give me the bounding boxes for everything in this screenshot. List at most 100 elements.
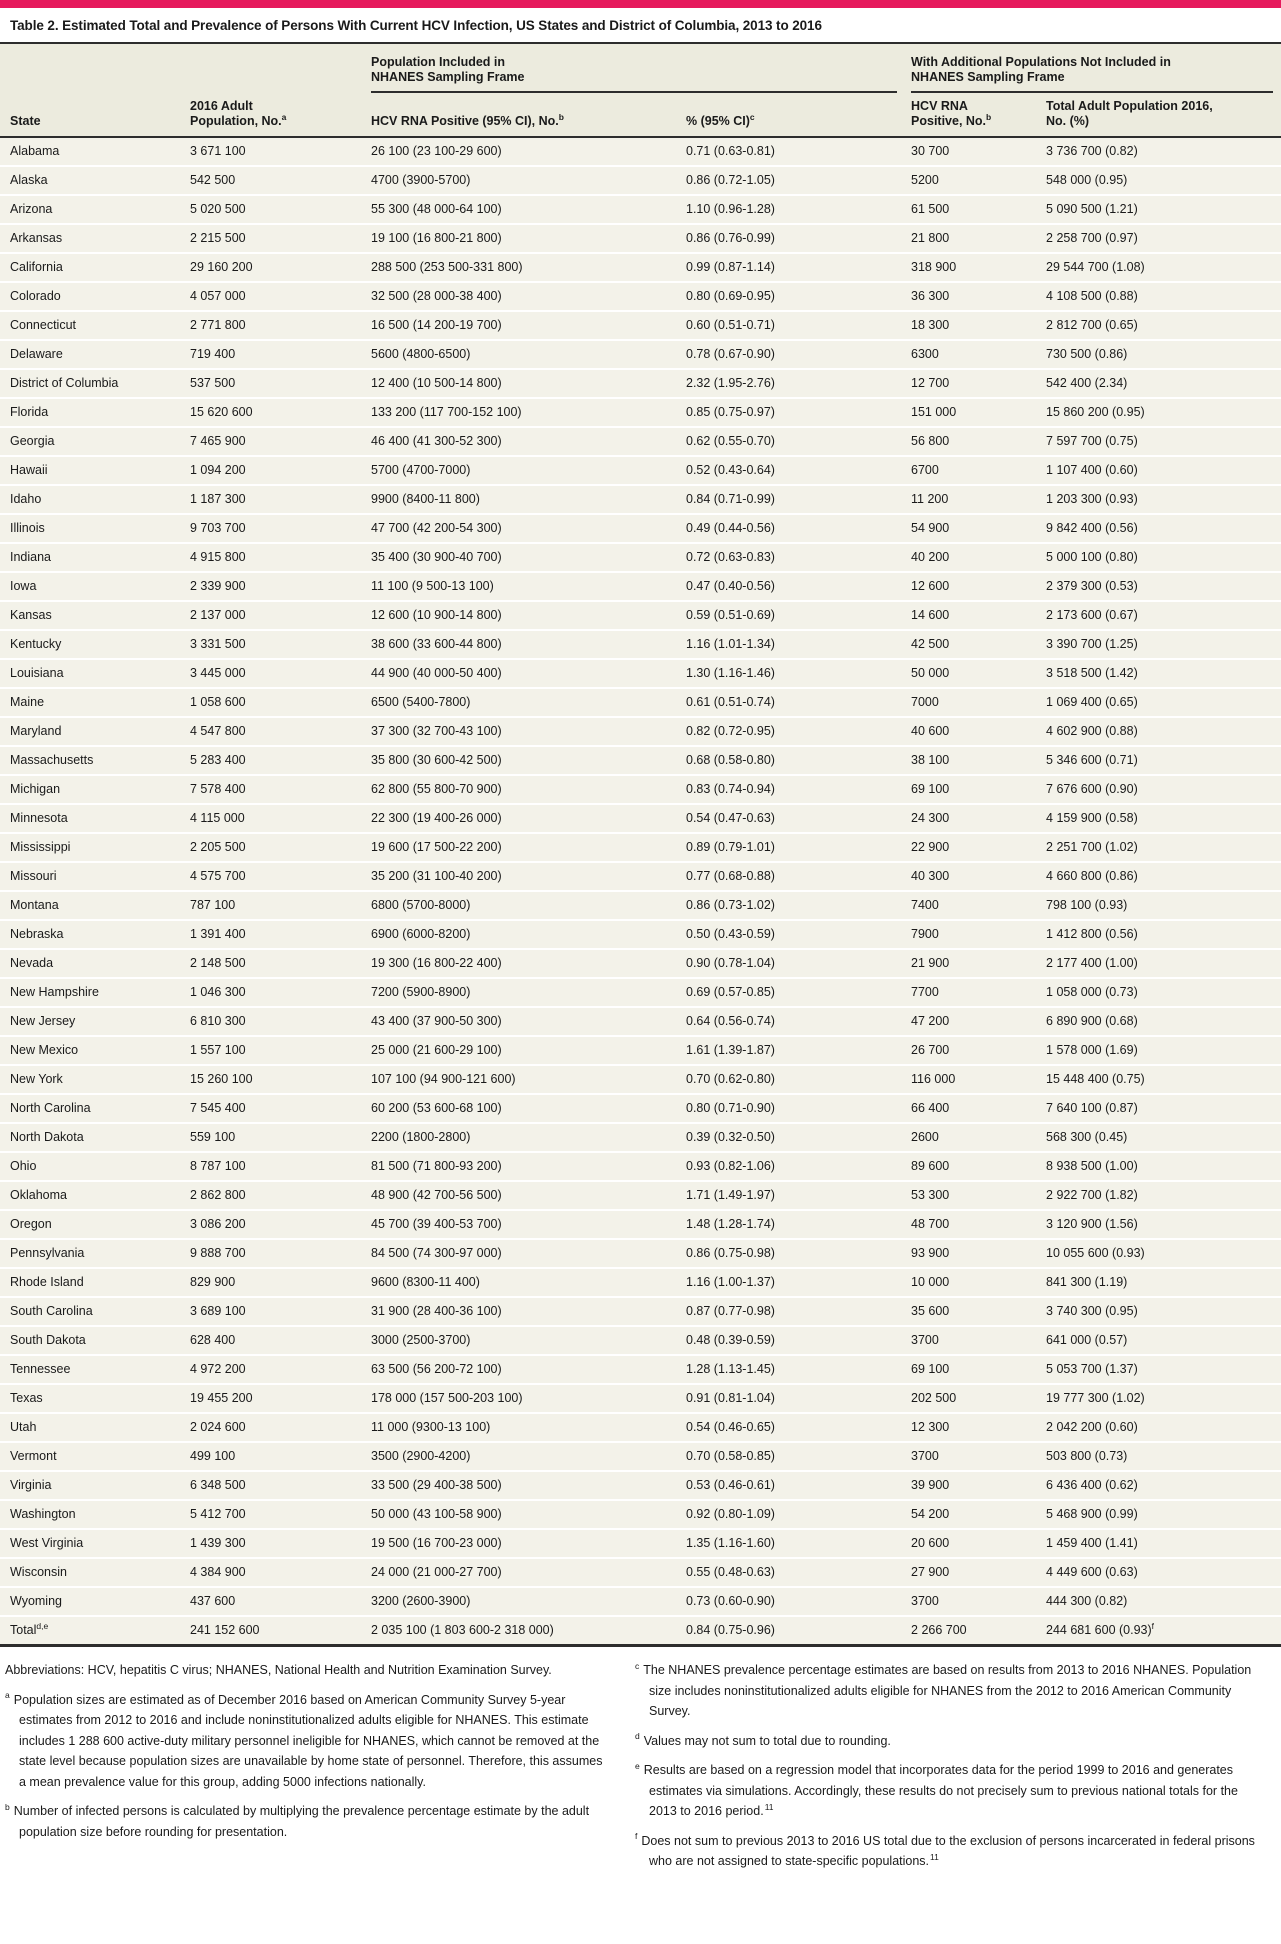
state-cell: North Carolina — [0, 1094, 190, 1124]
table-row: Delaware 719 400 5600 (4800-6500) 0.78 (0.6… — [0, 340, 1281, 370]
table-row: Virginia 6 348 500 33 500 (29 400-38 500) 0… — [0, 1471, 1281, 1501]
value-cell: 16 500 (14 200-19 700) — [371, 311, 686, 341]
value-cell: 537 500 — [190, 369, 371, 399]
value-cell: 0.86 (0.75-0.98) — [686, 1239, 912, 1269]
table-row: New Mexico 1 557 100 25 000 (21 600-29 100… — [0, 1036, 1281, 1066]
value-cell: 6 348 500 — [190, 1471, 371, 1501]
table-row: North Dakota 559 100 2200 (1800-2800) 0.39 … — [0, 1123, 1281, 1153]
value-cell: 444 300 (0.82) — [1046, 1587, 1281, 1617]
value-cell: 47 200 — [911, 1007, 1047, 1037]
value-cell: 4 159 900 (0.58) — [1046, 804, 1281, 834]
value-cell: 3 740 300 (0.95) — [1046, 1297, 1281, 1327]
value-cell: 31 900 (28 400-36 100) — [371, 1297, 686, 1327]
value-cell: 36 300 — [911, 282, 1047, 312]
value-cell: 2 148 500 — [190, 949, 371, 979]
value-cell: 66 400 — [911, 1094, 1047, 1124]
value-cell: 19 500 (16 700-23 000) — [371, 1529, 686, 1559]
table-row: North Carolina 7 545 400 60 200 (53 600-68… — [0, 1094, 1281, 1124]
total-label-cell: Totald,e — [0, 1616, 190, 1647]
value-cell: 244 681 600 (0.93)f — [1046, 1616, 1281, 1647]
value-cell: 4 602 900 (0.88) — [1046, 717, 1281, 747]
value-cell: 93 900 — [911, 1239, 1047, 1269]
value-cell: 318 900 — [911, 253, 1047, 283]
table-row: Kentucky 3 331 500 38 600 (33 600-44 800) 1… — [0, 630, 1281, 660]
state-cell: North Dakota — [0, 1123, 190, 1153]
value-cell: 0.82 (0.72-0.95) — [686, 717, 912, 747]
value-cell: 0.99 (0.87-1.14) — [686, 253, 912, 283]
value-cell: 559 100 — [190, 1123, 371, 1153]
value-cell: 0.87 (0.77-0.98) — [686, 1297, 912, 1327]
value-cell: 1 046 300 — [190, 978, 371, 1008]
table-row: Oregon 3 086 200 45 700 (39 400-53 700) 1.4… — [0, 1210, 1281, 1240]
value-cell: 798 100 (0.93) — [1046, 891, 1281, 921]
value-cell: 2 251 700 (1.02) — [1046, 833, 1281, 863]
value-cell: 1.10 (0.96-1.28) — [686, 195, 912, 225]
value-cell: 2 339 900 — [190, 572, 371, 602]
table-row: Maine 1 058 600 6500 (5400-7800) 0.61 (0.51… — [0, 688, 1281, 718]
value-cell: 35 600 — [911, 1297, 1047, 1327]
value-cell: 1.16 (1.01-1.34) — [686, 630, 912, 660]
table-row: Florida 15 620 600 133 200 (117 700-152 10… — [0, 398, 1281, 428]
value-cell: 1 459 400 (1.41) — [1046, 1529, 1281, 1559]
table-row: Iowa 2 339 900 11 100 (9 500-13 100) 0.47 (… — [0, 572, 1281, 602]
value-cell: 19 100 (16 800-21 800) — [371, 224, 686, 254]
value-cell: 32 500 (28 000-38 400) — [371, 282, 686, 312]
state-cell: West Virginia — [0, 1529, 190, 1559]
value-cell: 29 160 200 — [190, 253, 371, 283]
value-cell: 11 000 (9300-13 100) — [371, 1413, 686, 1443]
value-cell: 6300 — [911, 340, 1047, 370]
value-cell: 19 300 (16 800-22 400) — [371, 949, 686, 979]
value-cell: 61 500 — [911, 195, 1047, 225]
value-cell: 1 203 300 (0.93) — [1046, 485, 1281, 515]
table-row: Louisiana 3 445 000 44 900 (40 000-50 400)… — [0, 659, 1281, 689]
value-cell: 19 600 (17 500-22 200) — [371, 833, 686, 863]
value-cell: 0.92 (0.80-1.09) — [686, 1500, 912, 1530]
table-row: Oklahoma 2 862 800 48 900 (42 700-56 500) 1… — [0, 1181, 1281, 1211]
value-cell: 0.50 (0.43-0.59) — [686, 920, 912, 950]
value-cell: 0.49 (0.44-0.56) — [686, 514, 912, 544]
column-header-2016-adult-population: 2016 Adult Population, No.a — [190, 93, 371, 138]
table-row: Alaska 542 500 4700 (3900-5700) 0.86 (0.72-… — [0, 166, 1281, 196]
table-row: Washington 5 412 700 50 000 (43 100-58 900… — [0, 1500, 1281, 1530]
value-cell: 7700 — [911, 978, 1047, 1008]
value-cell: 81 500 (71 800-93 200) — [371, 1152, 686, 1182]
value-cell: 24 000 (21 000-27 700) — [371, 1558, 686, 1588]
value-cell: 0.72 (0.63-0.83) — [686, 543, 912, 573]
table-row: Ohio 8 787 100 81 500 (71 800-93 200) 0.93 … — [0, 1152, 1281, 1182]
value-cell: 55 300 (48 000-64 100) — [371, 195, 686, 225]
value-cell: 7900 — [911, 920, 1047, 950]
footnotes-right-column: c The NHANES prevalence percentage estima… — [635, 1660, 1268, 1881]
value-cell: 9 888 700 — [190, 1239, 371, 1269]
state-cell: Vermont — [0, 1442, 190, 1472]
table-row: Indiana 4 915 800 35 400 (30 900-40 700) 0.… — [0, 543, 1281, 573]
value-cell: 62 800 (55 800-70 900) — [371, 775, 686, 805]
value-cell: 35 800 (30 600-42 500) — [371, 746, 686, 776]
state-cell: Nebraska — [0, 920, 190, 950]
value-cell: 5600 (4800-6500) — [371, 340, 686, 370]
value-cell: 1.16 (1.00-1.37) — [686, 1268, 912, 1298]
value-cell: 5 020 500 — [190, 195, 371, 225]
value-cell: 0.55 (0.48-0.63) — [686, 1558, 912, 1588]
value-cell: 2600 — [911, 1123, 1047, 1153]
brand-bar — [0, 0, 1281, 8]
value-cell: 63 500 (56 200-72 100) — [371, 1355, 686, 1385]
value-cell: 10 055 600 (0.93) — [1046, 1239, 1281, 1269]
value-cell: 4 575 700 — [190, 862, 371, 892]
table-row: Texas 19 455 200 178 000 (157 500-203 100)… — [0, 1384, 1281, 1414]
value-cell: 38 600 (33 600-44 800) — [371, 630, 686, 660]
value-cell: 2 379 300 (0.53) — [1046, 572, 1281, 602]
value-cell: 29 544 700 (1.08) — [1046, 253, 1281, 283]
data-table: Population Included in NHANES Sampling Fr… — [0, 44, 1281, 1647]
value-cell: 0.48 (0.39-0.59) — [686, 1326, 912, 1356]
value-cell: 40 600 — [911, 717, 1047, 747]
state-cell: Maine — [0, 688, 190, 718]
value-cell: 503 800 (0.73) — [1046, 1442, 1281, 1472]
state-cell: Mississippi — [0, 833, 190, 863]
table-row: California 29 160 200 288 500 (253 500-331… — [0, 253, 1281, 283]
state-cell: Indiana — [0, 543, 190, 573]
value-cell: 21 900 — [911, 949, 1047, 979]
state-cell: Texas — [0, 1384, 190, 1414]
state-cell: Missouri — [0, 862, 190, 892]
value-cell: 4 108 500 (0.88) — [1046, 282, 1281, 312]
value-cell: 116 000 — [911, 1065, 1047, 1095]
